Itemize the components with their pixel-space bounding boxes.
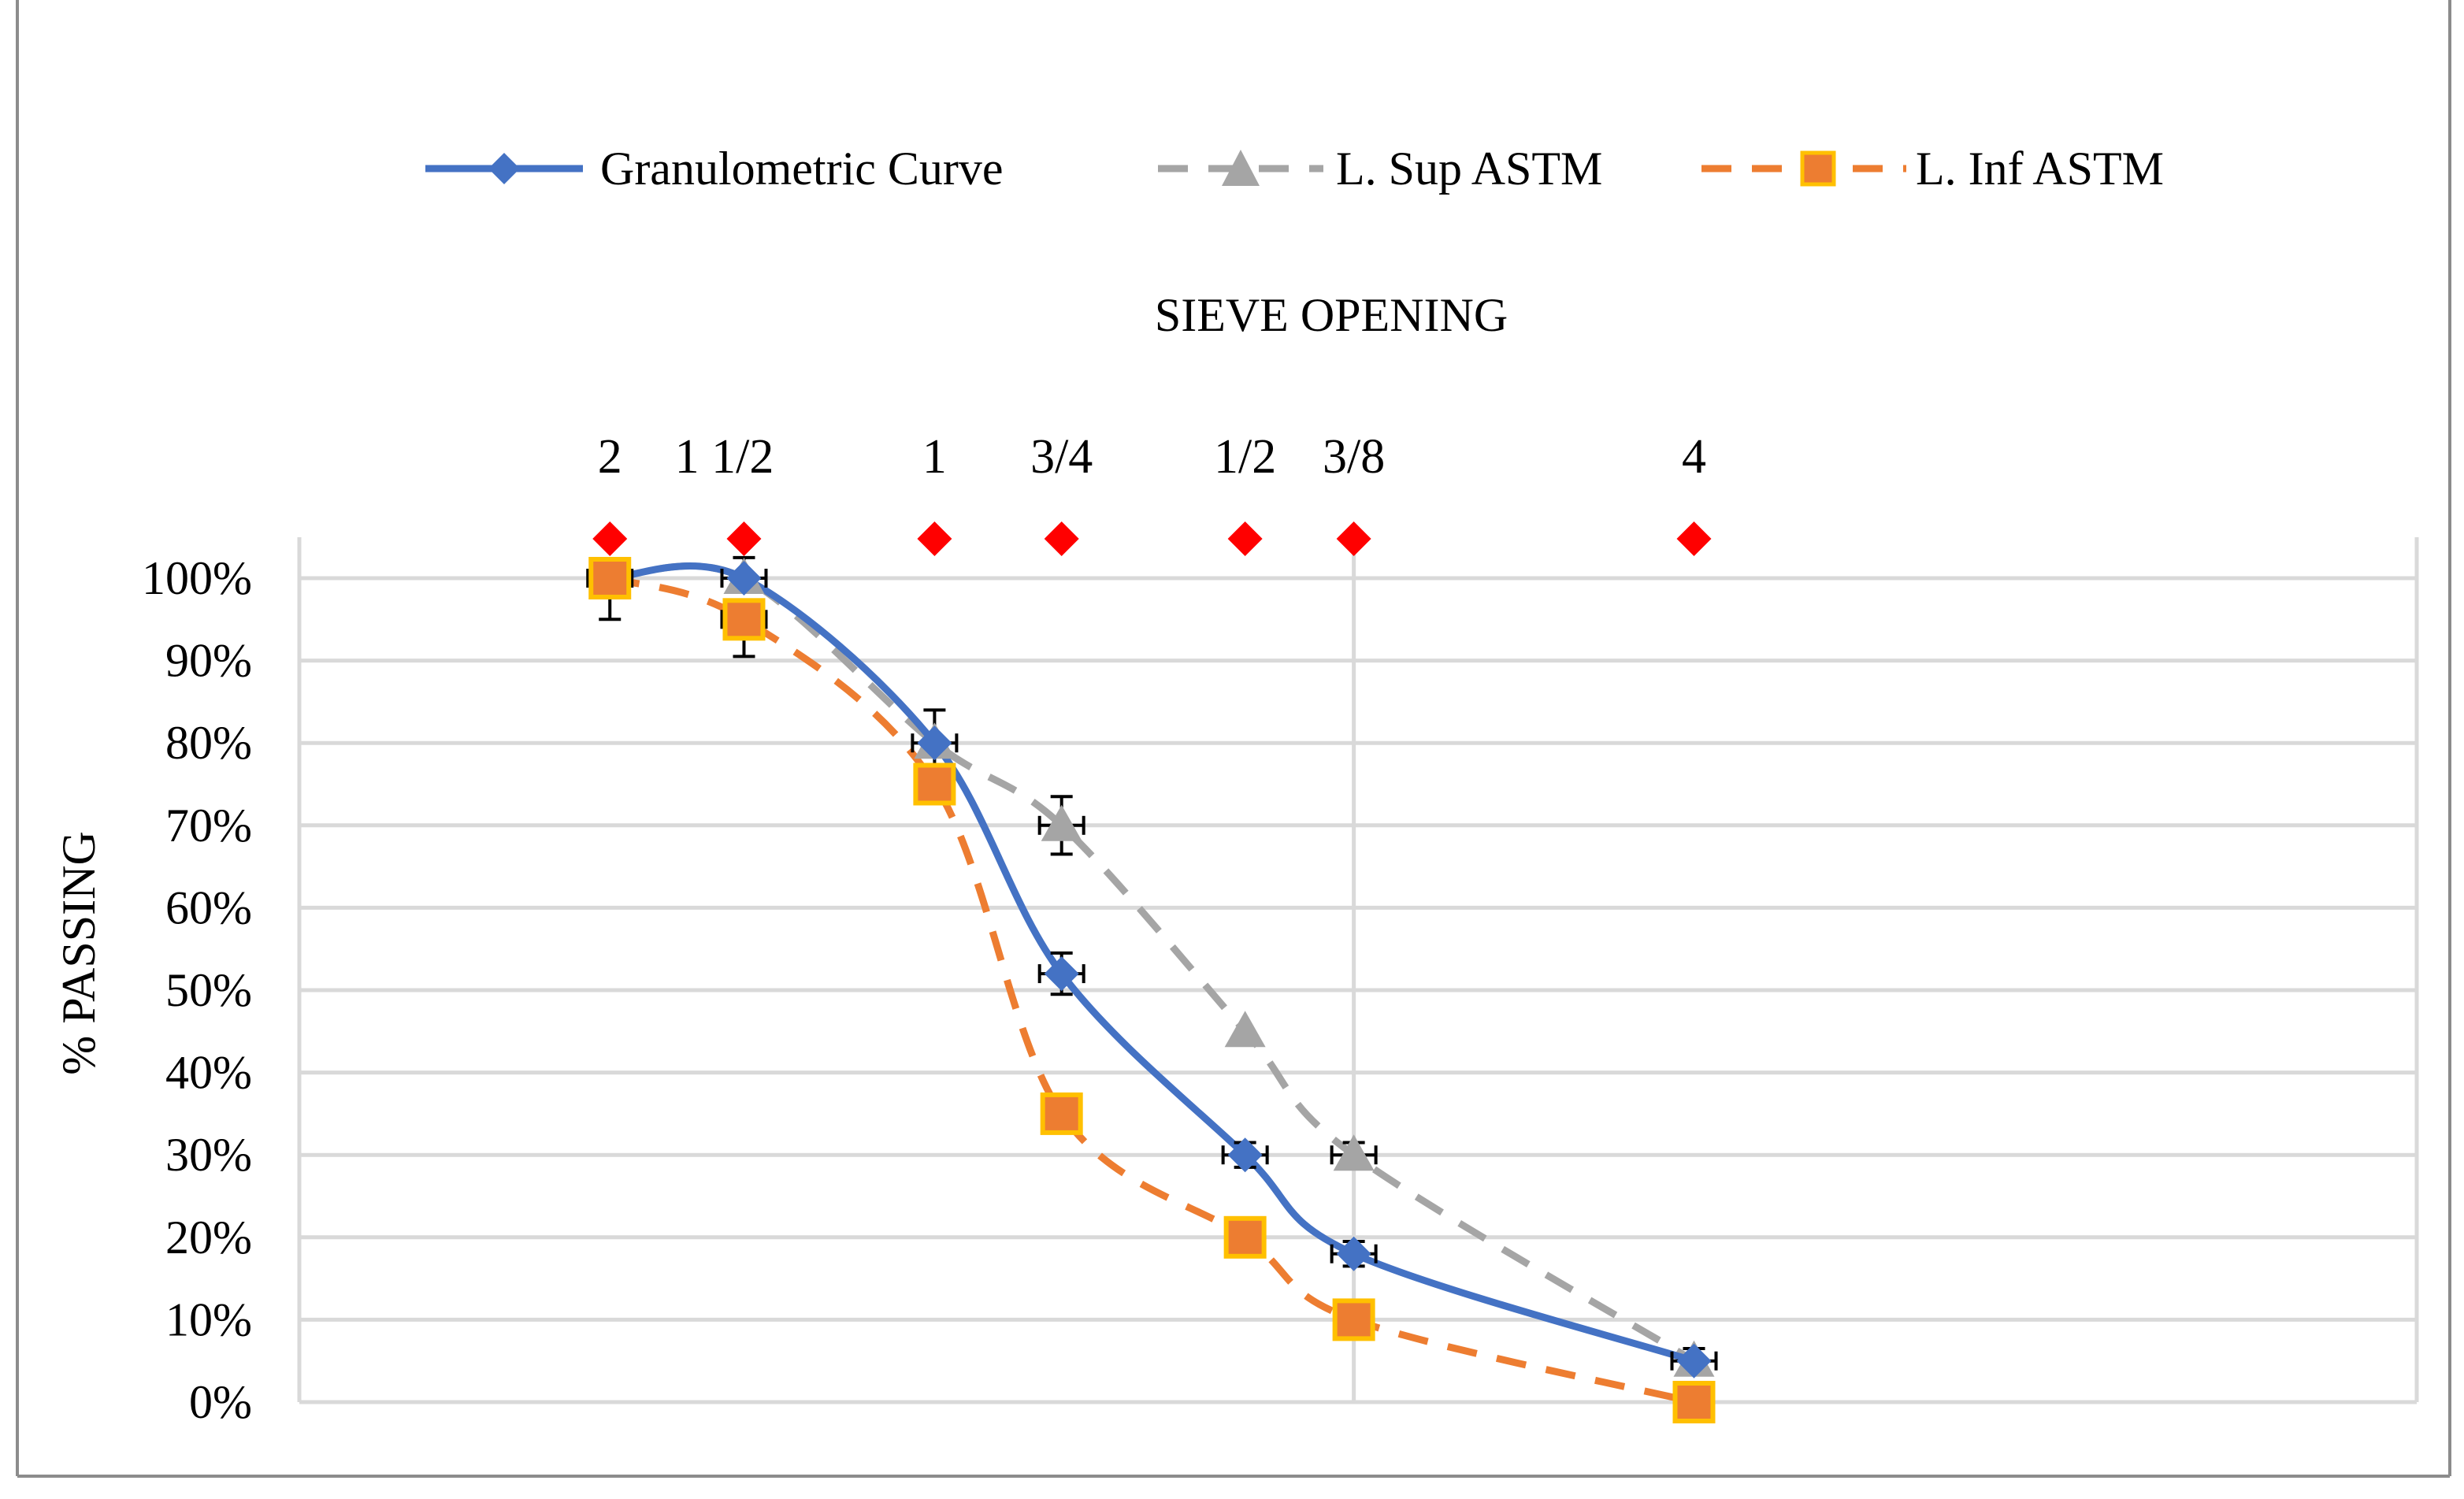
marker-diamond (1227, 1137, 1263, 1173)
marker-diamond (726, 561, 762, 596)
sieve-label: 2 (598, 430, 622, 484)
y-tick-label: 70% (165, 800, 252, 852)
sieve-label: 1 (922, 430, 947, 484)
marker-square (913, 762, 956, 806)
series-markers (588, 557, 1716, 1423)
marker-square (1040, 1092, 1083, 1135)
y-tick-label: 30% (165, 1129, 252, 1181)
sieve-marker-diamond (726, 521, 762, 556)
sieve-marker-diamond (917, 521, 952, 556)
y-tick-label: 20% (165, 1211, 252, 1263)
legend-label-l-inf: L. Inf ASTM (1916, 143, 2164, 195)
sieve-label: 4 (1682, 430, 1706, 484)
sieve-markers: 2 1 1/2 1 3/4 1/2 3/8 4 (592, 430, 1712, 556)
legend-entry-granulometric: Granulometric Curve (425, 143, 1004, 195)
series-line-l-inf-astm (608, 574, 1695, 1406)
legend-diamond-marker (488, 153, 520, 184)
error-bars (586, 555, 1718, 1375)
y-tick-label: 40% (165, 1047, 252, 1099)
marker-square (588, 557, 632, 599)
marker-triangle (1041, 804, 1082, 841)
legend-entry-l-sup: L. Sup ASTM (1158, 143, 1602, 195)
y-tick-label: 50% (165, 964, 252, 1016)
legend-label-granulometric: Granulometric Curve (600, 143, 1004, 195)
legend-entry-l-inf: L. Inf ASTM (1701, 143, 2164, 195)
gridlines (297, 537, 2419, 1404)
marker-square (722, 598, 766, 641)
y-tick-labels: 0% 10% 20% 30% 40% 50% 60% 70% 80% 90% 100% (142, 552, 252, 1428)
sieve-marker-diamond (1676, 521, 1712, 556)
sieve-marker-diamond (1227, 521, 1263, 556)
y-tick-label: 80% (165, 717, 252, 769)
y-tick-label: 60% (165, 881, 252, 933)
marker-triangle (1333, 1134, 1375, 1171)
marker-diamond (917, 725, 952, 761)
legend-square-marker (1800, 150, 1836, 187)
legend-triangle-marker (1222, 150, 1260, 186)
top-axis-title: SIEVE OPENING (1155, 289, 1508, 341)
y-axis-title: % PASSING (53, 831, 105, 1075)
series-line-l-sup-astm (609, 562, 1696, 1364)
legend: Granulometric Curve L. Sup ASTM L. Inf A… (425, 143, 2164, 195)
legend-label-l-sup: L. Sup ASTM (1336, 143, 1602, 195)
sieve-marker-diamond (1336, 521, 1371, 556)
series-line-granulometric-curve (609, 562, 1695, 1364)
marker-diamond (1676, 1343, 1712, 1378)
sieve-marker-diamond (592, 521, 628, 556)
sieve-label: 1/2 (1214, 430, 1276, 484)
sieve-label: 3/4 (1030, 430, 1093, 484)
y-tick-label: 100% (142, 552, 252, 604)
sieve-label: 3/8 (1323, 430, 1385, 484)
marker-square (1223, 1215, 1267, 1259)
marker-triangle (1224, 1011, 1266, 1048)
sieve-marker-diamond (1044, 521, 1079, 556)
marker-diamond (1336, 1236, 1371, 1271)
y-tick-label: 0% (189, 1376, 252, 1428)
marker-diamond (1044, 956, 1079, 992)
marker-square (1672, 1381, 1716, 1423)
marker-square (1332, 1298, 1375, 1341)
sieve-label: 1 1/2 (675, 430, 774, 484)
y-tick-label: 10% (165, 1293, 252, 1345)
series-lines (608, 562, 1696, 1406)
y-tick-label: 90% (165, 635, 252, 687)
